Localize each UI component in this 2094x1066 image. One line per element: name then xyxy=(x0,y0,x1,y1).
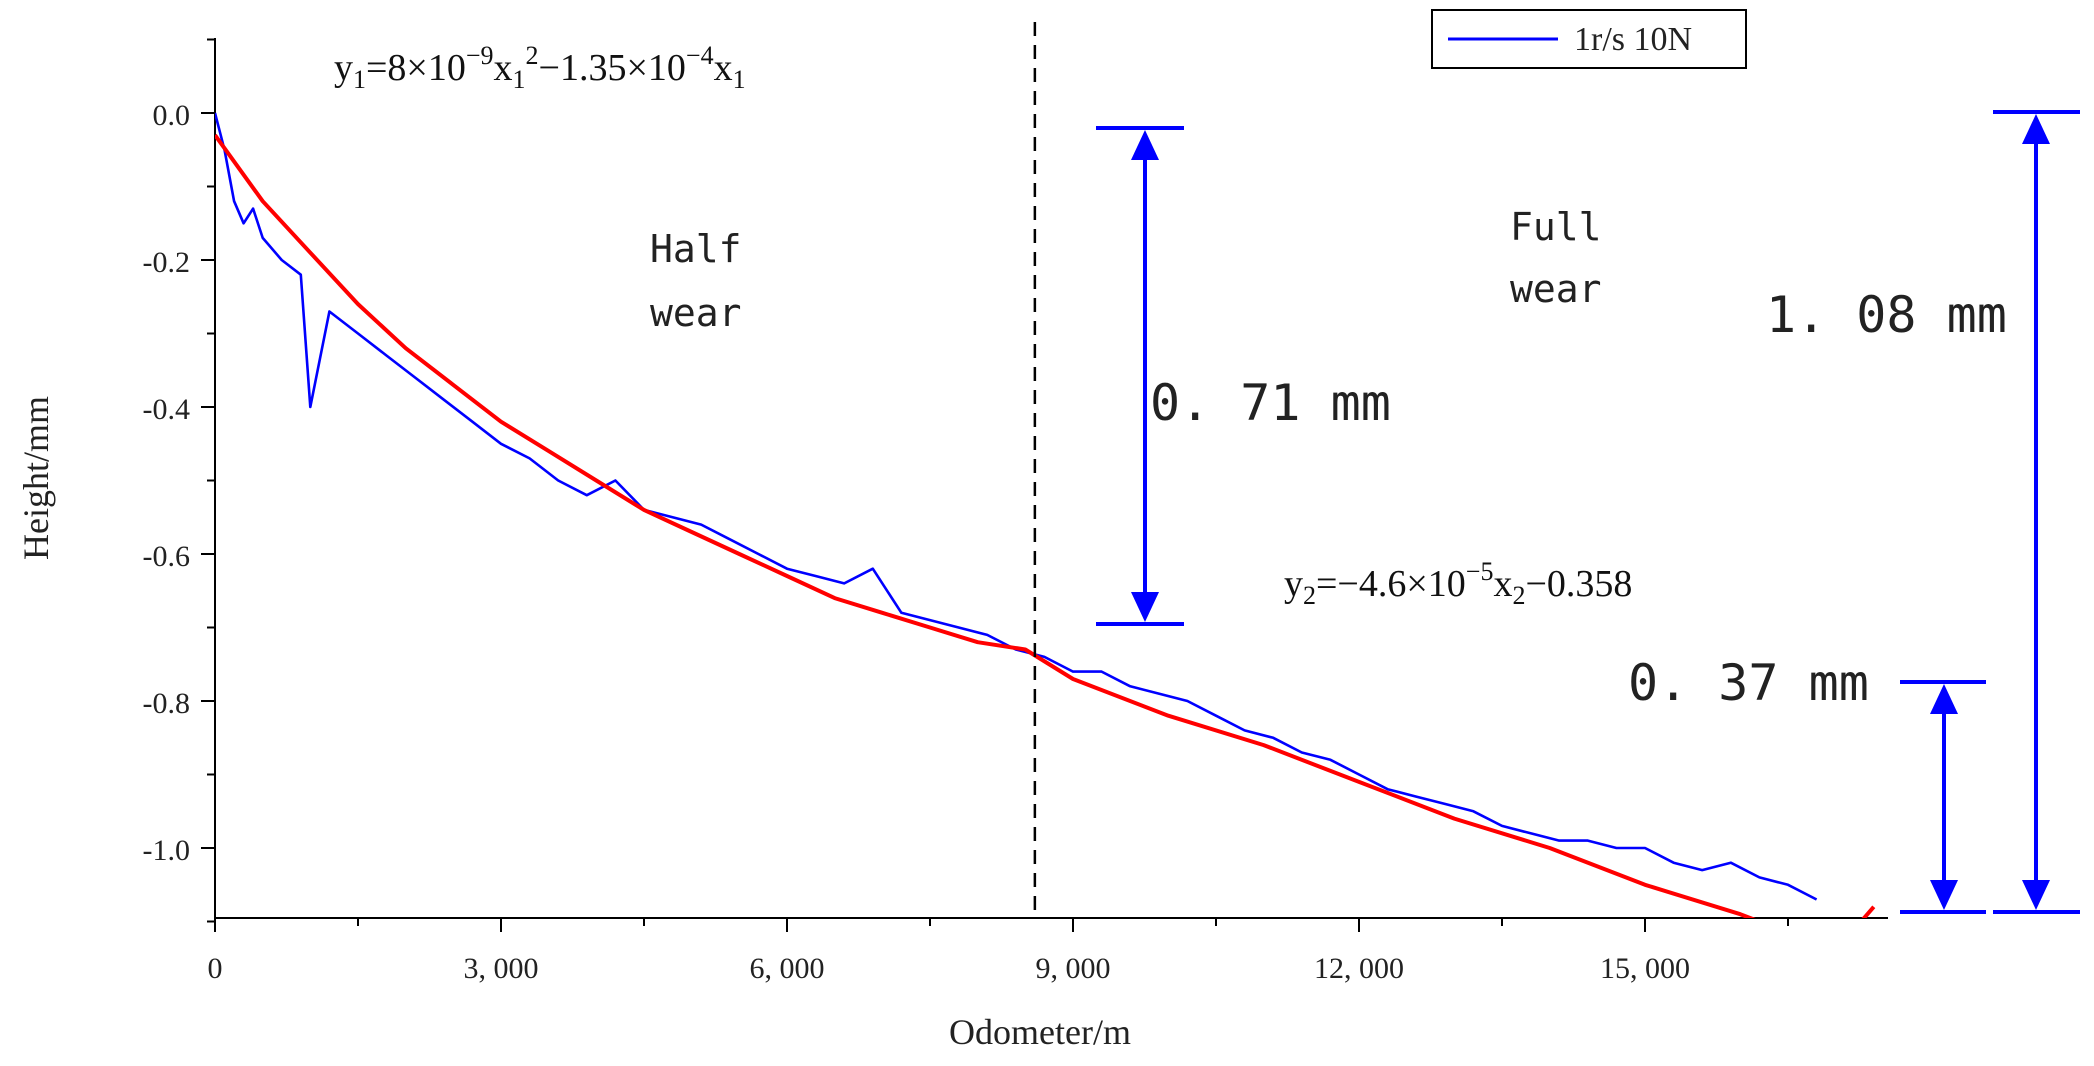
legend: 1r/s 10N xyxy=(1432,10,1746,68)
y-tick-labels: 0.0 -0.2 -0.4 -0.6 -0.8 -1.0 xyxy=(143,99,191,867)
full-wear-label-line2: wear xyxy=(1510,267,1602,311)
y-axis-label: Height/mm xyxy=(16,396,56,560)
y-tick-label: -0.2 xyxy=(143,246,191,279)
x-tick-label: 3, 000 xyxy=(464,952,539,985)
y-tick-label: -1.0 xyxy=(143,834,191,867)
y-tick-label: -0.4 xyxy=(143,393,191,426)
half-wear-label-line1: Half xyxy=(650,227,742,271)
dimension-071-label: 0. 71 mm xyxy=(1150,374,1391,432)
dimension-108 xyxy=(1993,112,2080,912)
chart: 0.0 -0.2 -0.4 -0.6 -0.8 -1.0 0 3, 000 6,… xyxy=(0,0,2094,1066)
equation-1: y1=8×10−9x12−1.35×10−4x1 xyxy=(334,41,746,94)
x-tick-label: 9, 000 xyxy=(1036,952,1111,985)
x-tick-label: 0 xyxy=(208,952,223,985)
dimension-108-label: 1. 08 mm xyxy=(1766,286,2007,344)
dimension-037-label: 0. 37 mm xyxy=(1628,654,1869,712)
legend-label: 1r/s 10N xyxy=(1574,21,1692,58)
full-wear-label-line1: Full xyxy=(1510,205,1602,249)
series-line-fit xyxy=(215,135,1874,951)
axis-ticks xyxy=(201,40,1788,933)
x-axis-label: Odometer/m xyxy=(949,1012,1131,1052)
equation-2: y2=−4.6×10−5x2−0.358 xyxy=(1284,557,1632,610)
dimension-037 xyxy=(1900,682,1986,912)
x-tick-labels: 0 3, 000 6, 000 9, 000 12, 000 15, 000 xyxy=(208,952,1691,985)
y-tick-label: -0.8 xyxy=(143,687,191,720)
x-tick-label: 12, 000 xyxy=(1314,952,1404,985)
half-wear-label-line2: wear xyxy=(650,291,742,335)
x-tick-label: 15, 000 xyxy=(1600,952,1690,985)
y-tick-label: -0.6 xyxy=(143,540,191,573)
y-tick-label: 0.0 xyxy=(153,99,191,132)
x-tick-label: 6, 000 xyxy=(750,952,825,985)
